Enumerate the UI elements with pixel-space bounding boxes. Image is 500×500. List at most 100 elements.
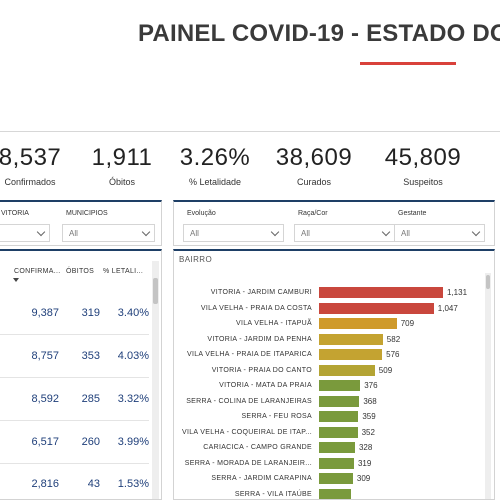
cell-confirmados: 8,592 xyxy=(31,393,59,405)
sort-descending-icon xyxy=(13,278,19,282)
chart-scrollbar-track[interactable] xyxy=(485,273,491,499)
filter-select-value: All xyxy=(190,229,199,238)
bar-value-label: 709 xyxy=(400,319,415,328)
bar-label: VILA VELHA - PRAIA DE ITAPARICA xyxy=(187,351,312,358)
kpi-value: 45,809 xyxy=(384,144,462,171)
filter-select-value: All xyxy=(301,229,310,238)
table-scrollbar-track[interactable] xyxy=(152,261,159,499)
bar-label: SERRA - FEU ROSA xyxy=(241,413,312,420)
filter-select-raca-cor[interactable]: All xyxy=(294,224,395,242)
bar-label: VITORIA - JARDIM CAMBURI xyxy=(210,289,312,296)
bar[interactable] xyxy=(319,411,359,422)
row-divider xyxy=(0,463,149,464)
kpi-confirmados: 8,537 Confirmados xyxy=(0,144,68,187)
bar[interactable] xyxy=(319,287,443,298)
filter-select-evolucao[interactable]: All xyxy=(183,224,284,242)
bar-label: VITORIA - MATA DA PRAIA xyxy=(219,382,312,389)
cell-letalidade: 4.03% xyxy=(117,350,149,362)
column-header-letalidade[interactable]: % LETALI... xyxy=(103,268,144,275)
bar-value-label: 582 xyxy=(386,334,401,344)
bar[interactable] xyxy=(319,318,397,329)
row-divider xyxy=(0,377,149,378)
cell-obitos: 353 xyxy=(81,350,100,362)
chevron-down-icon xyxy=(141,227,151,237)
page-title: PAINEL COVID-19 - ESTADO DO xyxy=(138,20,500,47)
chevron-down-icon xyxy=(471,227,481,237)
cell-letalidade: 3.99% xyxy=(117,436,149,448)
bar-value-label: 309 xyxy=(356,474,371,483)
kpi-obitos: 1,911 Óbitos xyxy=(84,144,160,187)
bar-label: SERRA - MORADA DE LARANJEIR... xyxy=(184,459,312,467)
bar[interactable] xyxy=(319,333,383,345)
column-header-obitos[interactable]: ÓBITOS xyxy=(66,268,95,275)
bar-value-label: 368 xyxy=(363,396,377,406)
kpi-label: Suspeitos xyxy=(403,177,443,187)
bar[interactable] xyxy=(319,395,360,407)
row-divider xyxy=(0,334,149,335)
bar[interactable] xyxy=(319,473,353,484)
bar[interactable] xyxy=(319,488,352,499)
cell-confirmados: 8,757 xyxy=(31,350,59,362)
kpi-label: % Letalidade xyxy=(188,177,242,187)
filter-label-raca-cor: Raça/Cor xyxy=(298,210,328,217)
bar-value-label: 1,047 xyxy=(437,303,458,313)
cell-obitos: 285 xyxy=(81,393,100,405)
kpi-value: 8,537 xyxy=(0,144,62,171)
filter-label-evolucao: Evolução xyxy=(187,210,216,217)
bar-label: VILA VELHA - ITAPUÃ xyxy=(236,320,312,327)
kpi-value: 3.26% xyxy=(179,144,251,171)
cell-letalidade: 3.40% xyxy=(117,307,149,319)
filter-select-vitoria[interactable] xyxy=(0,224,50,242)
filter-select-value: All xyxy=(69,229,78,238)
row-divider xyxy=(0,420,149,421)
chart-scrollbar-thumb[interactable] xyxy=(486,275,490,289)
cell-letalidade: 3.32% xyxy=(117,393,149,405)
title-underline xyxy=(360,62,456,65)
chevron-down-icon xyxy=(381,227,391,237)
filter-label-vitoria: VITORIA xyxy=(1,210,29,217)
chevron-down-icon xyxy=(270,227,280,237)
bar-value-label: 352 xyxy=(361,427,375,437)
bar-label: VILA VELHA - PRAIA DA COSTA xyxy=(200,304,312,312)
cell-confirmados: 6,517 xyxy=(31,436,59,448)
kpi-label: Curados xyxy=(296,177,332,187)
bar-label: VITORIA - JARDIM DA PENHA xyxy=(207,335,312,343)
cell-confirmados: 9,387 xyxy=(31,307,59,319)
bar[interactable] xyxy=(319,380,361,391)
kpi-value: 1,911 xyxy=(91,144,153,171)
filter-panel-left: VITORIA MUNICIPIOS All xyxy=(0,200,162,246)
filter-select-municipios[interactable]: All xyxy=(62,224,155,242)
kpi-label: Óbitos xyxy=(108,177,135,187)
bar-label: VITORIA - PRAIA DO CANTO xyxy=(211,366,312,374)
cell-obitos: 43 xyxy=(87,478,100,490)
bar-label: VILA VELHA - COQUEIRAL DE ITAP... xyxy=(182,428,312,436)
municipios-table-panel: CONFIRMA... ÓBITOS % LETALI... 9,387 319… xyxy=(0,249,162,500)
kpi-value: 38,609 xyxy=(275,144,353,171)
table-scrollbar-thumb[interactable] xyxy=(153,278,158,304)
bar-value-label: 376 xyxy=(364,381,378,390)
bar-label: SERRA - COLINA DE LARANJEIRAS xyxy=(186,397,312,405)
bar-value-label: 319 xyxy=(357,458,372,468)
bar[interactable] xyxy=(319,302,434,314)
bar[interactable] xyxy=(319,457,354,469)
cell-letalidade: 1.53% xyxy=(117,478,149,490)
bar[interactable] xyxy=(319,426,358,438)
filter-select-value: All xyxy=(401,229,410,238)
kpi-band xyxy=(0,131,500,200)
bar-value-label: 328 xyxy=(358,443,373,452)
kpi-suspeitos: 45,809 Suspeitos xyxy=(383,144,463,187)
bar[interactable] xyxy=(319,442,355,453)
filter-label-municipios: MUNICIPIOS xyxy=(66,210,108,217)
bar-label: SERRA - VILA ITAÚBE xyxy=(234,490,312,498)
filter-label-gestante: Gestante xyxy=(398,210,427,217)
bar-label: SERRA - JARDIM CARAPINA xyxy=(211,475,312,482)
bar[interactable] xyxy=(319,349,383,360)
bar[interactable] xyxy=(319,364,375,376)
bairro-chart-title: BAIRRO xyxy=(179,255,213,264)
bar-value-label: 509 xyxy=(378,365,393,375)
cell-obitos: 260 xyxy=(81,436,100,448)
column-header-confirmados[interactable]: CONFIRMA... xyxy=(14,268,61,275)
cell-obitos: 319 xyxy=(81,307,100,319)
filter-select-gestante[interactable]: All xyxy=(394,224,485,242)
filter-panel-right: Evolução All Raça/Cor All Gestante All xyxy=(173,200,495,246)
